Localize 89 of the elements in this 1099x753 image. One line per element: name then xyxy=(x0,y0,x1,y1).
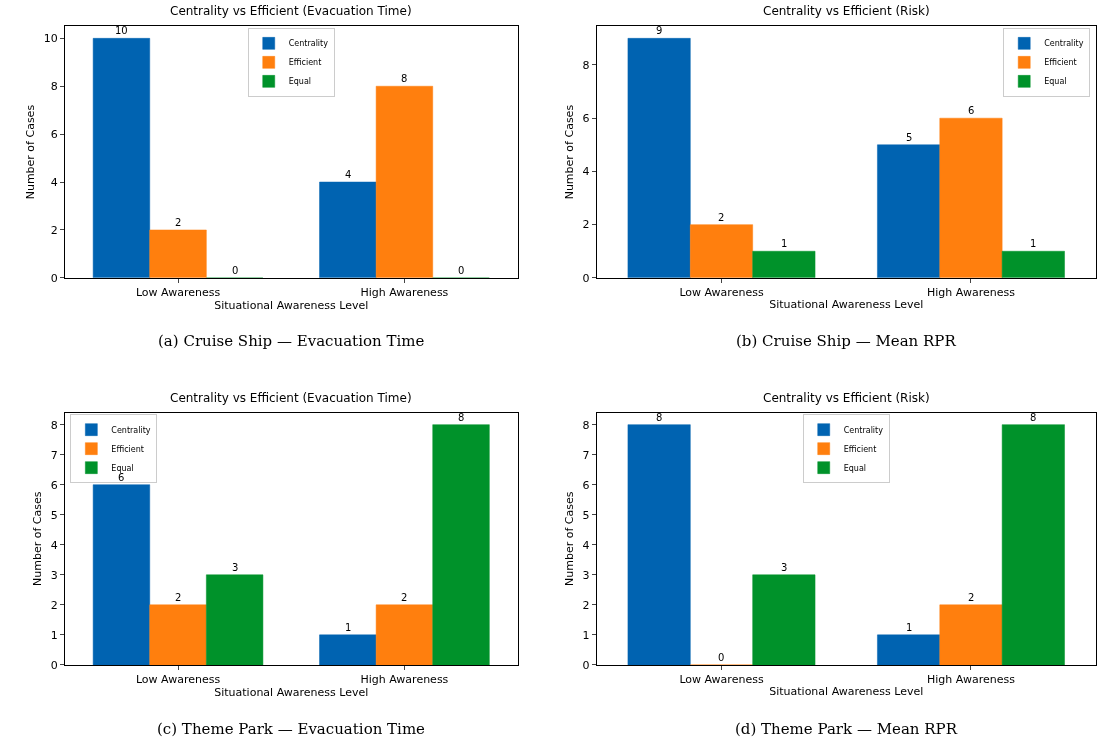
y-axis-title: Number of Cases xyxy=(24,104,38,200)
legend-label: Centrality xyxy=(843,425,884,435)
y-tick-label: 6 xyxy=(50,128,58,141)
data-label: 6 xyxy=(118,472,125,483)
data-label: 2 xyxy=(401,592,408,603)
y-tick-label: 10 xyxy=(43,32,58,46)
data-label: 1 xyxy=(345,622,352,633)
y-tick-label: 8 xyxy=(582,418,590,432)
data-label: 2 xyxy=(718,212,725,223)
y-tick-label: 0 xyxy=(582,271,590,285)
y-tick-label: 0 xyxy=(50,271,58,285)
y-tick-label: 4 xyxy=(50,538,58,552)
data-label: 8 xyxy=(1030,412,1037,423)
data-label: 0 xyxy=(458,265,465,276)
x-tick-label: High Awareness xyxy=(927,286,1016,300)
legend-label: Equal xyxy=(843,463,867,473)
data-label: 6 xyxy=(968,105,975,116)
y-tick-label: 7 xyxy=(582,448,590,462)
data-label: 8 xyxy=(656,412,663,423)
x-axis-title: Situational Awareness Level xyxy=(769,685,924,699)
x-axis-title: Situational Awareness Level xyxy=(214,686,369,700)
y-axis-title: Number of Cases xyxy=(31,491,45,586)
y-tick-label: 0 xyxy=(50,658,58,672)
data-label: 5 xyxy=(906,132,913,143)
y-tick-label: 4 xyxy=(50,175,58,189)
y-tick-label: 6 xyxy=(582,112,590,126)
legend-label: Efficient xyxy=(111,444,144,454)
data-label: 8 xyxy=(458,412,465,423)
y-tick-label: 7 xyxy=(50,448,58,462)
chart-title: Centrality vs Efficient (Evacuation Time) xyxy=(170,391,412,405)
legend-label: Efficient xyxy=(288,58,322,68)
y-tick-label: 2 xyxy=(50,223,58,237)
y-tick-label: 4 xyxy=(582,538,590,552)
data-label: 10 xyxy=(115,25,128,36)
y-tick-label: 3 xyxy=(582,568,590,582)
x-axis-title: Situational Awareness Level xyxy=(769,298,924,312)
data-label: 2 xyxy=(175,217,182,228)
y-tick-label: 2 xyxy=(582,218,590,232)
y-tick-label: 0 xyxy=(582,658,590,672)
data-label: 1 xyxy=(781,238,788,249)
data-label: 0 xyxy=(232,265,239,276)
legend-label: Centrality xyxy=(288,39,329,49)
x-tick-label: High Awareness xyxy=(360,286,449,300)
data-label: 9 xyxy=(656,25,663,36)
y-axis-title: Number of Cases xyxy=(563,104,577,200)
text: (c) Theme Park — Evacuation Time xyxy=(157,720,426,738)
y-tick-label: 8 xyxy=(50,418,58,432)
y-tick-label: 6 xyxy=(582,478,590,492)
legend-label: Efficient xyxy=(1044,58,1077,68)
data-label: 2 xyxy=(175,592,182,603)
y-tick-label: 2 xyxy=(582,598,590,612)
y-tick-label: 1 xyxy=(582,628,590,642)
legend-label: Centrality xyxy=(111,425,151,435)
text: (a) Cruise Ship — Evacuation Time xyxy=(158,332,425,350)
chart-title: Centrality vs Efficient (Evacuation Time) xyxy=(170,4,412,18)
y-tick-label: 2 xyxy=(50,598,58,612)
x-tick-label: Low Awareness xyxy=(135,286,221,300)
x-tick-label: High Awareness xyxy=(927,673,1016,687)
data-label: 1 xyxy=(1030,238,1037,249)
data-label: 1 xyxy=(906,622,913,633)
y-tick-label: 8 xyxy=(50,80,58,94)
data-label: 2 xyxy=(968,592,975,603)
legend-label: Efficient xyxy=(843,444,877,454)
y-tick-label: 4 xyxy=(582,165,590,179)
y-axis-title: Number of Cases xyxy=(563,491,577,586)
data-label: 3 xyxy=(781,562,788,573)
legend-label: Centrality xyxy=(1044,39,1084,49)
chart-title: Centrality vs Efficient (Risk) xyxy=(763,391,930,405)
x-tick-label: Low Awareness xyxy=(679,286,764,300)
y-tick-label: 5 xyxy=(50,508,58,522)
y-tick-label: 8 xyxy=(582,58,590,72)
x-tick-label: Low Awareness xyxy=(679,673,764,687)
text: (d) Theme Park — Mean RPR xyxy=(735,720,958,738)
chart-title: Centrality vs Efficient (Risk) xyxy=(763,4,930,18)
x-tick-label: High Awareness xyxy=(360,673,449,687)
data-label: 8 xyxy=(401,73,408,84)
text: (b) Cruise Ship — Mean RPR xyxy=(736,332,957,350)
y-tick-label: 5 xyxy=(582,508,590,522)
y-tick-label: 3 xyxy=(50,568,58,582)
x-tick-label: Low Awareness xyxy=(135,673,221,687)
data-label: 4 xyxy=(345,169,352,180)
data-label: 0 xyxy=(718,652,725,663)
x-axis-title: Situational Awareness Level xyxy=(214,299,369,313)
legend-label: Equal xyxy=(1044,77,1067,87)
y-tick-label: 1 xyxy=(50,628,58,642)
y-tick-label: 6 xyxy=(50,478,58,492)
legend-label: Equal xyxy=(111,463,134,473)
data-label: 3 xyxy=(232,562,239,573)
legend-label: Equal xyxy=(288,77,312,87)
